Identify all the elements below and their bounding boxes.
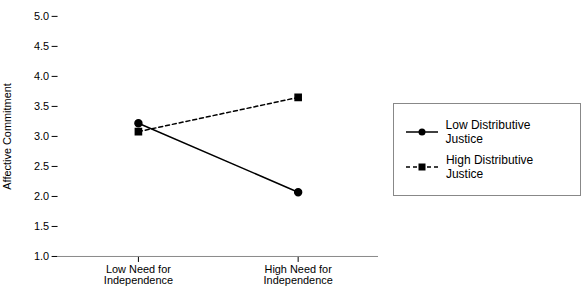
svg-text:1.0: 1.0 — [34, 250, 49, 262]
svg-text:1.5: 1.5 — [34, 220, 49, 232]
html-text:High Distributive Justice: High Distributive Justice — [445, 152, 534, 181]
svg-text:5.0: 5.0 — [34, 10, 49, 22]
svg-text:3.5: 3.5 — [34, 100, 49, 112]
svg-text:Low Need forIndependence: Low Need forIndependence — [104, 263, 173, 286]
svg-text:High Need forIndependence: High Need forIndependence — [264, 263, 333, 286]
svg-text:3.0: 3.0 — [34, 130, 49, 142]
svg-text:4.5: 4.5 — [34, 40, 49, 52]
html-text:Low Distributive Justice: Low Distributive Justice — [445, 117, 531, 147]
svg-text:Affective Commitment: Affective Commitment — [1, 83, 13, 189]
svg-text:4.0: 4.0 — [34, 70, 49, 82]
svg-text:2.0: 2.0 — [34, 190, 49, 202]
svg-text:2.5: 2.5 — [34, 160, 49, 172]
